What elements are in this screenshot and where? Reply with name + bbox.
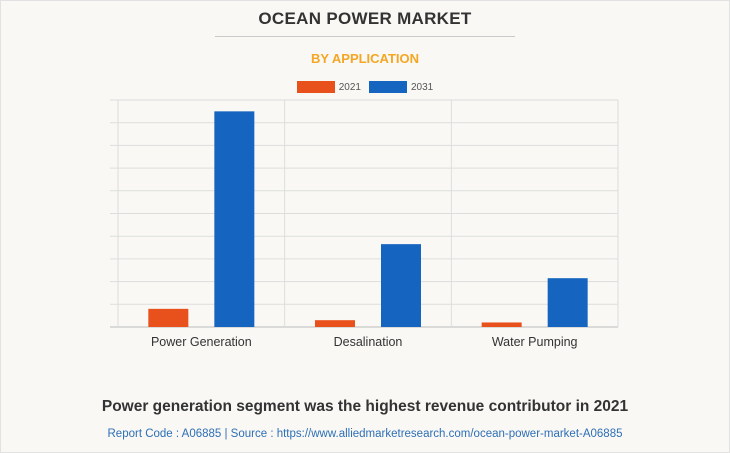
category-label: Power Generation <box>151 335 252 349</box>
bar-2031-desalination <box>381 244 421 327</box>
bar-2021-desalination <box>315 320 355 327</box>
chart-subtitle: BY APPLICATION <box>310 51 420 66</box>
legend-item-2021: 2021 <box>296 81 361 93</box>
legend-swatch-2021 <box>296 81 335 93</box>
legend-swatch-2031 <box>369 81 407 93</box>
category-label: Water Pumping <box>492 335 578 349</box>
source-line: Report Code : A06885 | Source : https://… <box>107 428 623 440</box>
category-label: Desalination <box>334 335 403 349</box>
bar-2031-power-generation <box>214 111 255 327</box>
title-divider <box>215 36 515 37</box>
bar-2021-power-generation <box>148 308 189 327</box>
bar-2021-water-pumping <box>481 322 522 327</box>
legend-label-2021: 2021 <box>338 81 361 93</box>
chart-legend: 2021 2031 <box>0 80 730 94</box>
bar-2031-water-pumping <box>547 278 588 327</box>
headline-text: Power generation segment was the highest… <box>101 398 629 415</box>
chart-title: OCEAN POWER MARKET <box>258 9 472 28</box>
legend-label-2031: 2031 <box>411 81 434 93</box>
legend-item-2031: 2031 <box>369 81 433 93</box>
